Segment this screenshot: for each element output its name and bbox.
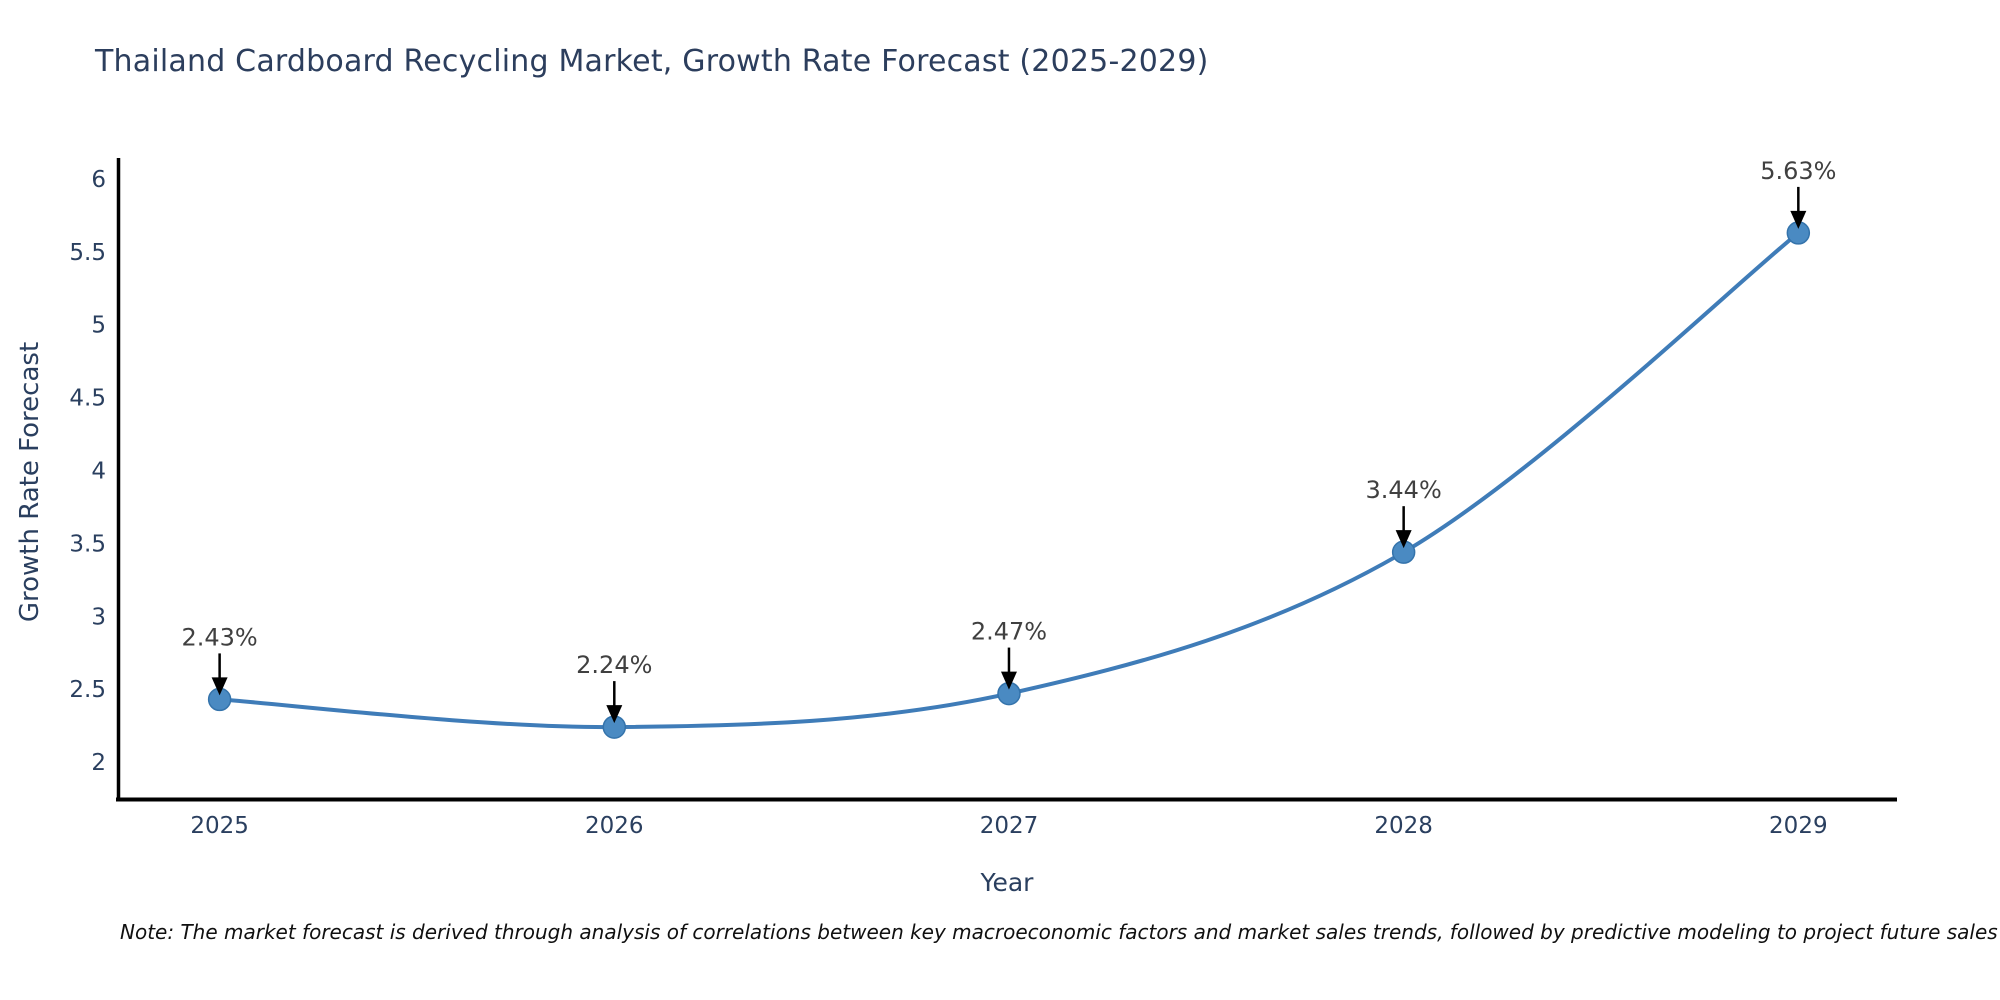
x-tick-label: 2026: [585, 813, 644, 839]
x-axis-title: Year: [980, 868, 1034, 897]
y-tick-label: 3: [91, 604, 106, 630]
annotation-label: 2.24%: [576, 651, 652, 679]
chart-title: Thailand Cardboard Recycling Market, Gro…: [95, 44, 1209, 79]
annotation-label: 3.44%: [1366, 476, 1442, 504]
y-tick-label: 3.5: [69, 531, 106, 557]
annotation-arrowhead: [1790, 210, 1807, 229]
y-tick-label: 5.5: [69, 240, 106, 266]
x-tick-label: 2025: [190, 813, 249, 839]
annotation-label: 2.47%: [971, 618, 1047, 646]
y-tick-label: 4: [91, 459, 106, 485]
annotation-label: 2.43%: [181, 623, 257, 651]
y-tick-label: 2.5: [69, 677, 106, 703]
y-tick-label: 6: [91, 167, 106, 193]
x-tick-label: 2028: [1374, 813, 1433, 839]
annotation-arrowhead: [211, 677, 228, 696]
x-tick-label: 2027: [980, 813, 1039, 839]
footnote: Note: The market forecast is derived thr…: [120, 920, 1998, 944]
annotation-label: 5.63%: [1760, 157, 1836, 185]
series-line: [219, 231, 1800, 730]
annotation-arrowhead: [1395, 530, 1412, 549]
y-tick-label: 4.5: [69, 386, 106, 412]
annotation-arrowhead: [1000, 671, 1017, 690]
y-tick-label: 5: [91, 313, 106, 339]
y-tick-label: 2: [91, 750, 106, 776]
annotation-arrowhead: [606, 705, 623, 724]
x-tick-label: 2029: [1769, 813, 1828, 839]
